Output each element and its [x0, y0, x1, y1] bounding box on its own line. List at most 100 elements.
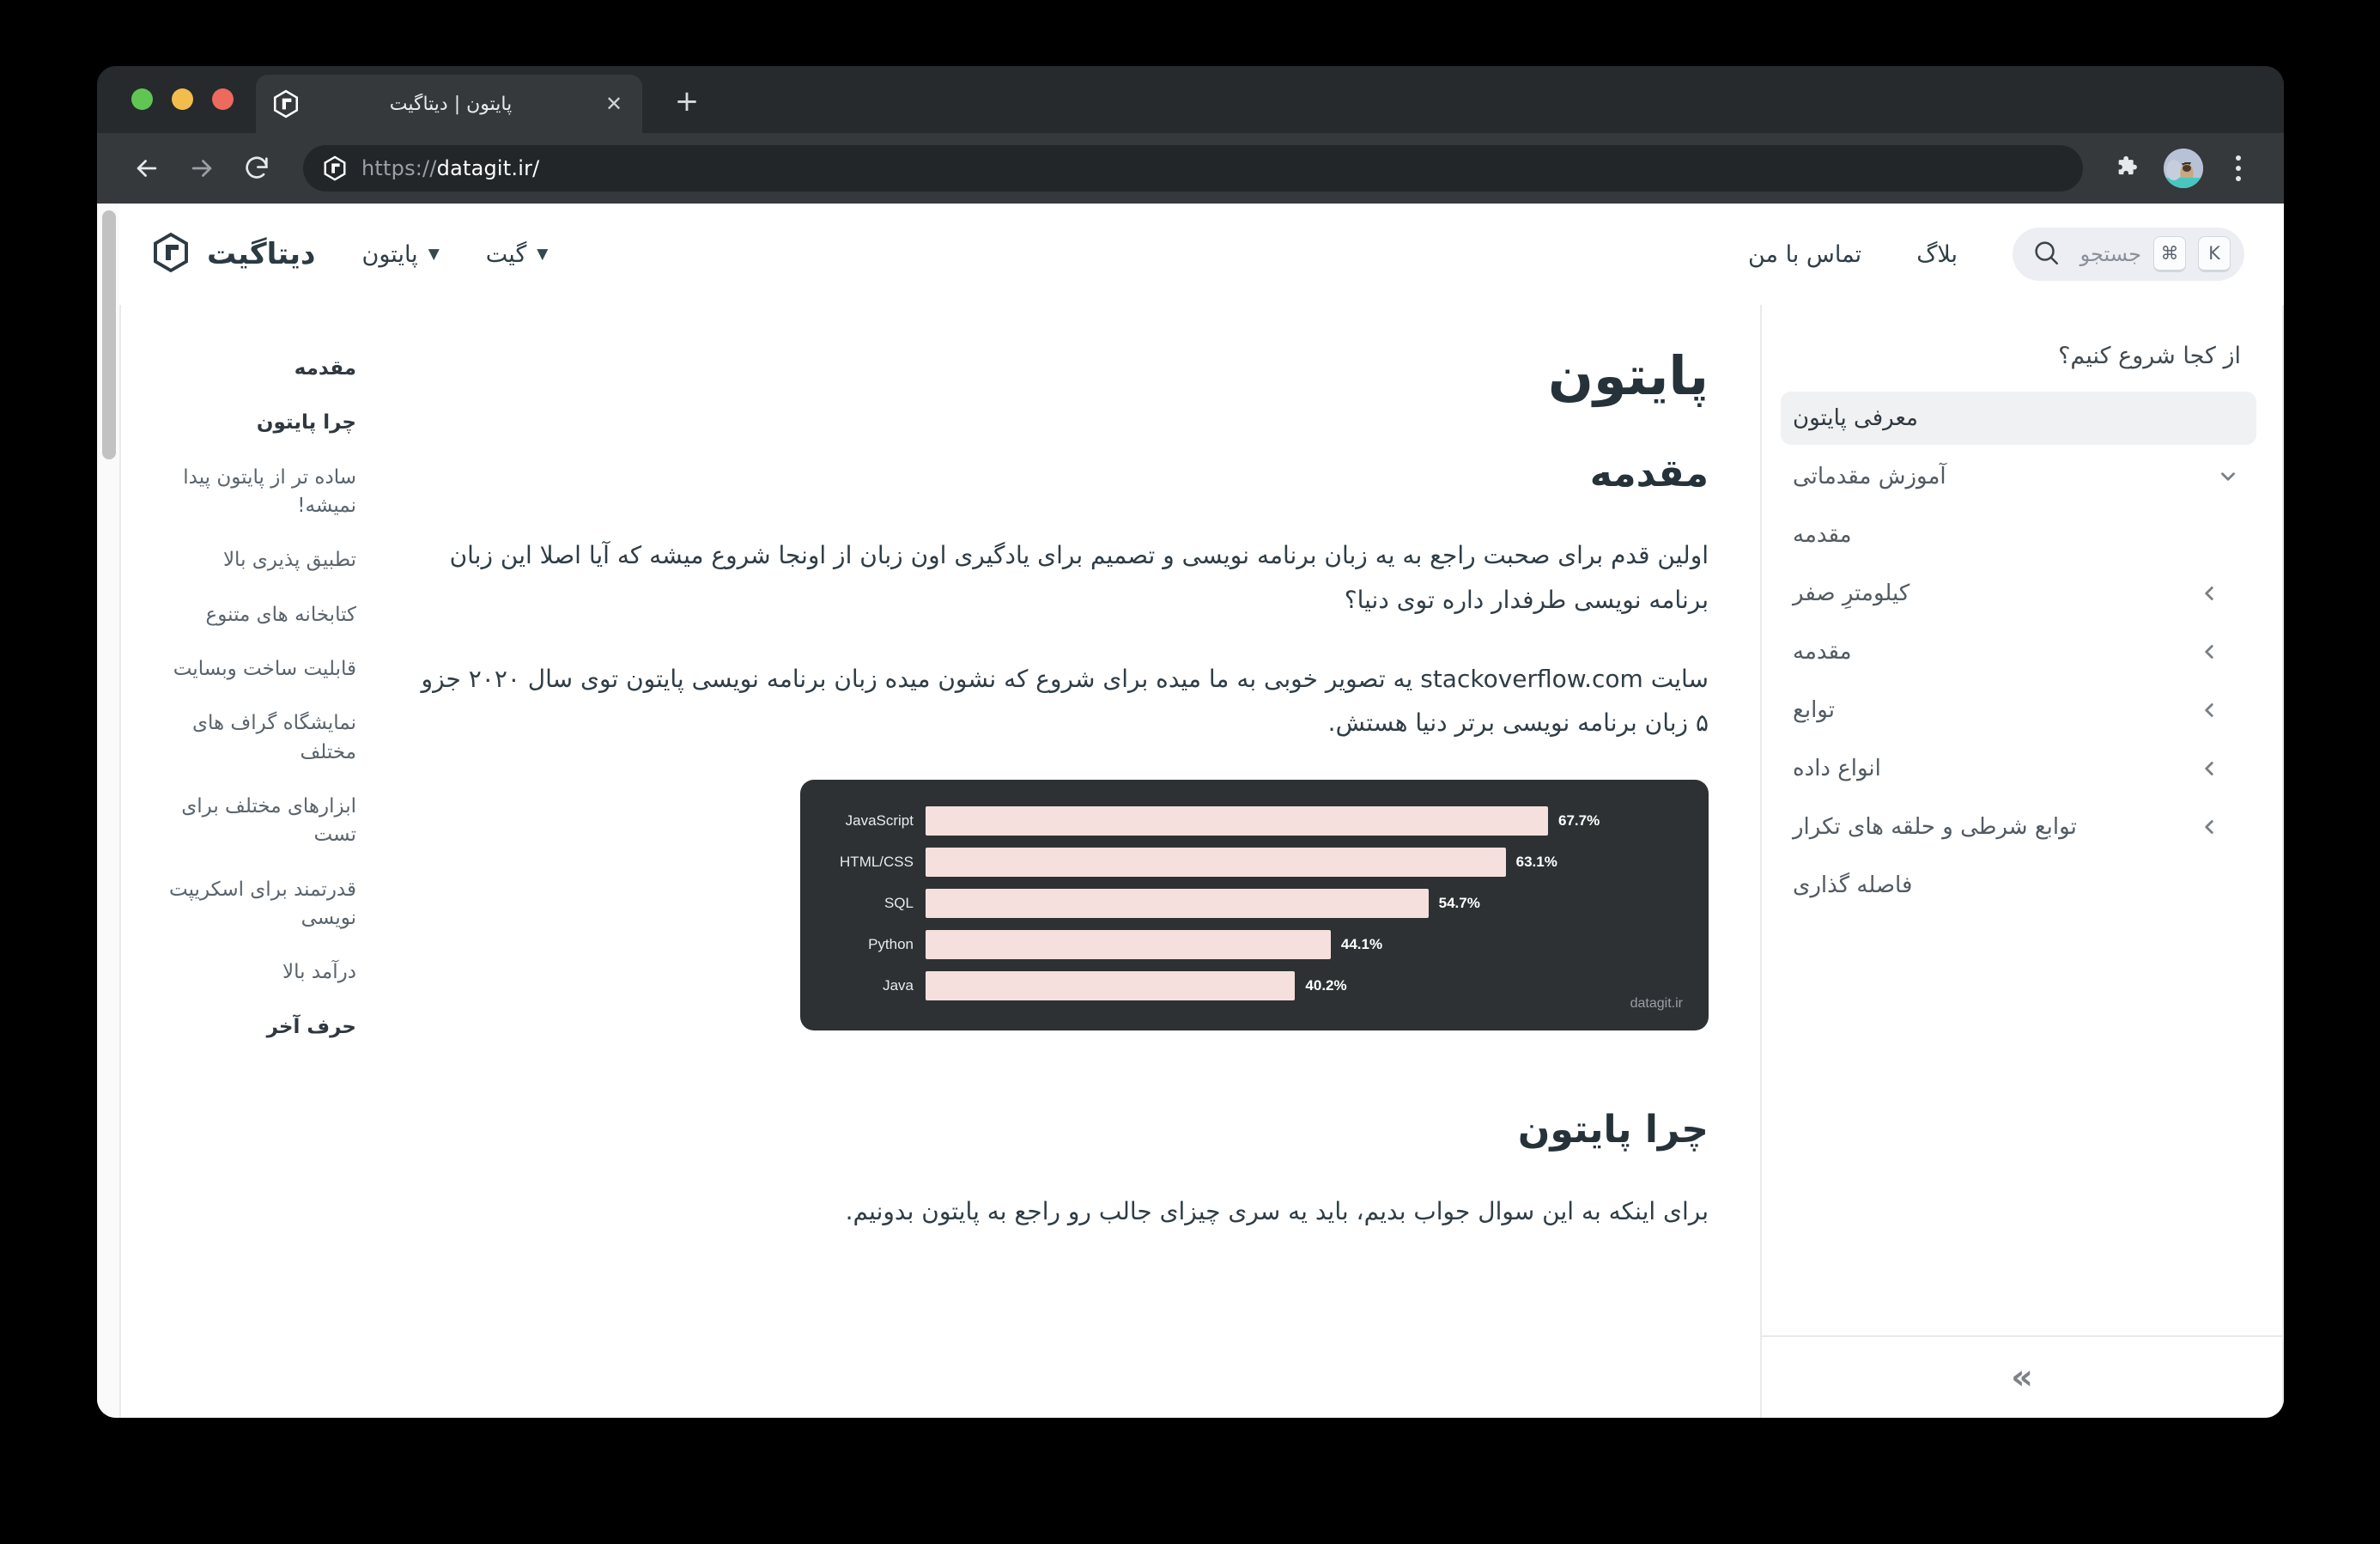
nav-dropdown-python[interactable]: ▼ پایتون [362, 241, 440, 268]
nav-link-contact[interactable]: تماس با من [1747, 240, 1862, 268]
toc-item[interactable]: چرا پایتون [256, 411, 356, 435]
section-heading-intro: مقدمه [1589, 452, 1709, 495]
chart-track: 67.7% [926, 806, 1683, 836]
docs-sidebar: از کجا شروع کنیم؟ معرفی پایتون آموزش مقد… [1760, 305, 2284, 1418]
chevron-left-icon [2198, 699, 2220, 721]
sidebar-item-label: مقدمه [1793, 522, 1852, 548]
chart-bar-row: JavaScript 67.7% [823, 802, 1683, 840]
collapse-sidebar-icon[interactable]: » [2011, 1358, 2033, 1397]
forward-icon[interactable] [178, 144, 226, 192]
toc-item[interactable]: مقدمه [294, 357, 356, 380]
tab-strip: پایتون | دیتاگیت ✕ + [97, 66, 2284, 133]
chart-track: 63.1% [926, 848, 1683, 878]
chart-bar [926, 971, 1296, 1001]
toc-item[interactable]: نمایشگاه گراف های مختلف [191, 712, 356, 763]
datagit-hex-logo-icon [150, 232, 191, 277]
tab-title: پایتون | دیتاگیت [389, 93, 513, 115]
maximize-window-button[interactable] [131, 88, 153, 110]
chart-value-label: 54.7% [1438, 895, 1480, 912]
url-text: https://datagit.ir/ [361, 156, 539, 180]
site-favicon-icon [322, 155, 348, 181]
shortcut-key-k: K [2198, 236, 2231, 272]
chrome-menu-icon[interactable] [2215, 145, 2262, 191]
page-viewport: K ⌘ جستجو بلاگ تماس با من ▼ گیت [97, 204, 2284, 1418]
paragraph-2-suffix: یه تصویر خوبی به ما میده برای شروع که نش… [421, 664, 1709, 738]
chart-bar [926, 848, 1506, 878]
minimize-window-button[interactable] [172, 88, 193, 110]
chevron-down-icon: ▼ [537, 246, 549, 263]
toc-item[interactable]: تطبیق پذیری بالا [222, 549, 356, 572]
search-icon [2031, 238, 2061, 271]
new-tab-button[interactable]: + [674, 84, 700, 119]
chart-category-label: JavaScript [845, 812, 914, 830]
site-header: K ⌘ جستجو بلاگ تماس با من ▼ گیت [119, 204, 2284, 305]
chart-category-label: Java [883, 977, 914, 994]
chart-value-label: 63.1% [1515, 854, 1557, 871]
sidebar-item-spacing[interactable]: فاصله گذاری [1781, 859, 2256, 912]
toc-item[interactable]: قدرتمند برای اسکریپت نویسی [169, 878, 356, 930]
nav-link-blog[interactable]: بلاگ [1916, 240, 1958, 268]
sidebar-item-label: انواع داده [1793, 756, 1881, 781]
back-icon[interactable] [123, 144, 171, 192]
sidebar-item-label: توابع شرطی و حلقه های تکرار [1793, 814, 2077, 840]
site-logo[interactable]: دیتاگیت [150, 232, 316, 277]
toc-item[interactable]: حرف آخر [266, 1015, 356, 1038]
brand-name: دیتاگیت [207, 237, 316, 271]
sidebar-item-functions[interactable]: توابع [1781, 684, 2256, 737]
browser-tab[interactable]: پایتون | دیتاگیت ✕ [256, 75, 642, 133]
profile-avatar[interactable] [2164, 149, 2203, 188]
toc-item[interactable]: ابزارهای مختلف برای تست [181, 795, 356, 847]
sidebar-item-moghaddame-2[interactable]: مقدمه [1781, 625, 2256, 678]
chart-bar-row: HTML/CSS 63.1% [823, 843, 1683, 881]
url-host: datagit.ir/ [436, 156, 540, 180]
toc-item[interactable]: درآمد بالا [282, 961, 356, 984]
chart-bar [926, 930, 1331, 960]
table-of-contents: مقدمه چرا پایتون ساده تر از پایتون پیدا … [119, 305, 377, 1418]
sidebar-item-conditionals-loops[interactable]: توابع شرطی و حلقه های تکرار [1781, 800, 2256, 854]
sidebar-item-label: مقدمه [1793, 639, 1852, 665]
toc-item[interactable]: کتابخانه های متنوع [205, 603, 356, 626]
chart-value-label: 40.2% [1305, 977, 1347, 994]
extensions-puzzle-icon[interactable] [2105, 145, 2152, 191]
chart-value-label: 67.7% [1558, 812, 1600, 830]
close-window-button[interactable] [212, 88, 234, 110]
chevron-left-icon [2198, 641, 2220, 663]
chart-bar [926, 889, 1429, 919]
stackoverflow-link[interactable]: stackoverflow.com [1420, 664, 1643, 693]
toc-item[interactable]: ساده تر از پایتون پیدا نمیشه! [183, 465, 356, 518]
nav-dropdown-git[interactable]: ▼ گیت [486, 241, 549, 268]
section-heading-why-python: چرا پایتون [1517, 1108, 1709, 1152]
nav-dropdown-git-label: گیت [485, 240, 527, 268]
sidebar-item-label: آموزش مقدماتی [1793, 464, 1946, 489]
toc-item[interactable]: قابلیت ساخت وبسایت [173, 658, 356, 681]
chart-bar-row: Python 44.1% [823, 926, 1683, 963]
page-scrollbar-thumb[interactable] [102, 210, 116, 459]
docs-sidebar-footer: » [1762, 1335, 2282, 1418]
sidebar-item-moghaddame-1[interactable]: مقدمه [1781, 508, 2256, 562]
sidebar-item-data-types[interactable]: انواع داده [1781, 742, 2256, 795]
chevron-down-icon [2217, 465, 2239, 488]
window-traffic-lights [131, 88, 234, 110]
page-scrollbar[interactable] [97, 204, 119, 1418]
close-icon[interactable]: ✕ [604, 92, 623, 116]
sidebar-item-basic-training[interactable]: آموزش مقدماتی [1781, 450, 2256, 503]
shortcut-key-modifier: ⌘ [2153, 236, 2186, 272]
paragraph-3: برای اینکه به این سوال جواب بدیم، باید ی… [845, 1197, 1709, 1226]
browser-window: پایتون | دیتاگیت ✕ + https://datagit.ir/ [97, 66, 2284, 1418]
reload-icon[interactable] [233, 144, 281, 192]
chart-category-label: SQL [883, 895, 914, 912]
sidebar-item-kilometer-zero[interactable]: کیلومترِ صفر [1781, 567, 2256, 620]
popular-languages-bar-chart: JavaScript 67.7% HTML/CSS 63. [800, 780, 1709, 1031]
content-row: از کجا شروع کنیم؟ معرفی پایتون آموزش مقد… [119, 305, 2284, 1418]
chart-track: 44.1% [926, 930, 1683, 960]
page-title: پایتون [1548, 344, 1709, 407]
browser-toolbar: https://datagit.ir/ [97, 133, 2284, 204]
chevron-down-icon: ▼ [428, 246, 440, 263]
search-input[interactable]: K ⌘ جستجو [2013, 228, 2244, 281]
chart-track: 40.2% [926, 971, 1683, 1001]
sidebar-item-intro-python[interactable]: معرفی پایتون [1781, 392, 2256, 445]
chart-category-label: HTML/CSS [840, 854, 914, 871]
chevron-left-icon [2198, 816, 2220, 838]
address-bar[interactable]: https://datagit.ir/ [303, 145, 2083, 191]
main-column: پایتون مقدمه اولین قدم برای صحبت راجع به… [119, 305, 1760, 1418]
